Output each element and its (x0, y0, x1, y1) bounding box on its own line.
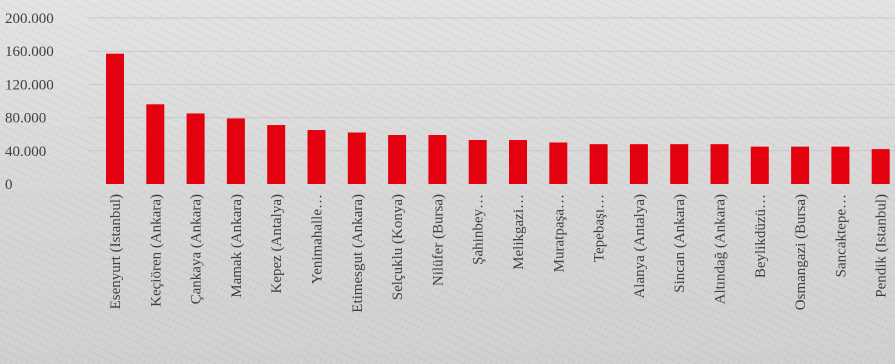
y-tick-label: 40.000 (5, 144, 46, 160)
y-axis-tick-labels: 0 40.000 80.000 120.000 160.000 200.000 (5, 11, 54, 193)
y-tick-label: 160.000 (5, 44, 54, 60)
bar (347, 132, 366, 184)
x-category-label: Şahinbey… (471, 194, 487, 265)
bar (750, 146, 769, 184)
x-category-label: Osmangazi (Bursa) (793, 194, 809, 310)
x-category-label: Muratpaşa… (551, 194, 567, 272)
bar (468, 140, 487, 184)
x-category-label: Beylikdüzü… (753, 194, 769, 278)
y-tick-label: 200.000 (5, 11, 54, 27)
x-category-label: Selçuklu (Konya) (390, 194, 406, 300)
bars (106, 53, 890, 184)
bar (428, 135, 447, 184)
bar (106, 53, 124, 184)
x-category-label: Esenyurt (Istanbul) (108, 194, 124, 309)
bar (146, 104, 165, 184)
x-category-label: Mamak (Ankara) (229, 194, 245, 298)
bar (307, 130, 326, 184)
bar (710, 144, 729, 184)
x-category-label: Çankaya (Ankara) (189, 194, 205, 304)
y-tick-label: 80.000 (5, 111, 46, 127)
bar (388, 135, 407, 184)
bar (186, 113, 205, 184)
x-category-label: Sincan (Ankara) (672, 194, 688, 293)
x-axis-category-labels: Esenyurt (Istanbul) Keçiören (Ankara) Çank… (108, 194, 890, 313)
bar (871, 149, 890, 184)
bar (791, 146, 810, 184)
bar (549, 142, 568, 184)
x-category-label: Alanya (Antalya) (632, 194, 648, 299)
bar (831, 146, 850, 184)
x-category-label: Nilüfer (Bursa) (430, 194, 446, 286)
bar (670, 144, 689, 184)
grid-lines (88, 17, 895, 152)
x-category-label: Keçiören (Ankara) (148, 194, 164, 307)
x-category-label: Altındağ (Ankara) (713, 194, 729, 304)
x-category-label: Sancaktepe… (833, 194, 849, 277)
x-category-label: Melikgazi… (511, 194, 527, 270)
bar (509, 140, 527, 184)
x-category-label: Yenimahalle… (310, 194, 326, 284)
y-tick-label: 120.000 (5, 77, 54, 93)
x-category-label: Pendik (Istanbul) (874, 194, 890, 298)
bar (589, 144, 608, 184)
bar (226, 118, 245, 184)
y-tick-label: 0 (5, 177, 13, 193)
bar (629, 144, 648, 184)
bar (267, 125, 286, 184)
x-category-label: Etimesgut (Ankara) (350, 194, 366, 313)
x-category-label: Tepebaşı… (592, 194, 608, 262)
x-category-label: Kepez (Antalya) (269, 194, 285, 294)
